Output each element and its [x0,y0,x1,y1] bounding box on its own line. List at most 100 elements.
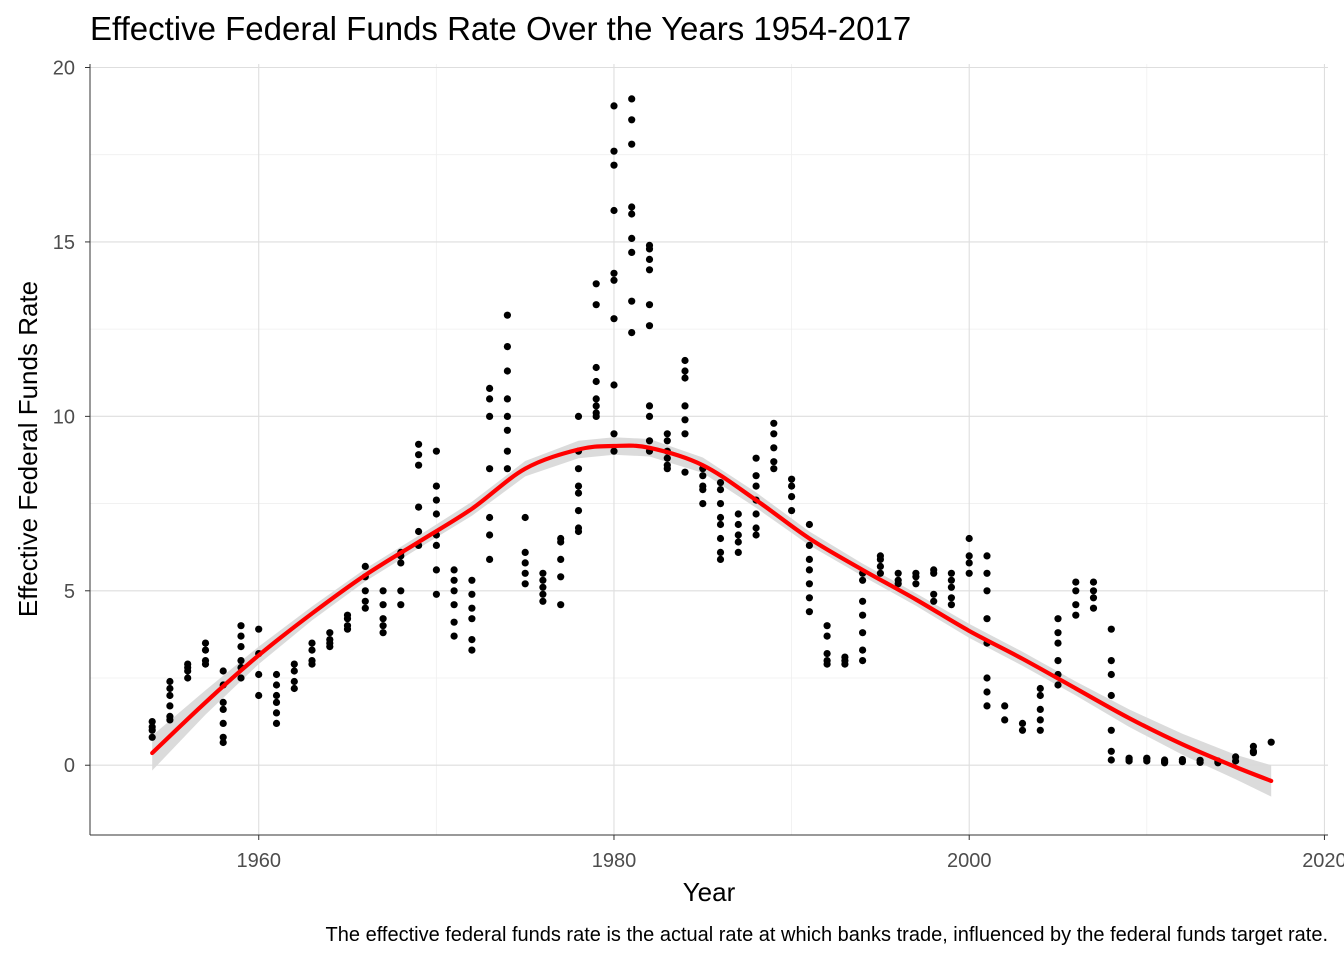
data-point [645,412,654,420]
data-point [734,548,742,557]
data-point [219,667,227,675]
data-point [947,569,956,577]
data-point [432,496,440,504]
data-point [379,601,387,609]
data-point [805,608,814,616]
data-point [432,566,440,574]
minor-gridlines [90,64,1328,835]
data-point [503,465,511,473]
data-point [983,569,991,577]
data-point [876,562,885,571]
data-point [272,719,281,728]
data-point [521,559,529,567]
data-point [486,513,494,522]
data-point [805,594,814,602]
data-point [805,566,814,574]
data-point [1036,716,1044,724]
data-point [255,625,263,633]
data-point [894,576,902,584]
data-point [379,587,387,595]
data-point [574,507,583,515]
data-point [539,569,547,577]
data-point [823,657,831,665]
data-point [628,234,636,242]
data-point [503,311,511,319]
data-point [1107,726,1115,734]
data-point [539,576,547,584]
data-point [432,482,440,490]
scatter-points [148,95,1275,767]
data-point [450,618,458,626]
data-point [219,705,227,714]
data-point [628,116,636,124]
data-point [397,559,405,567]
data-point [592,395,600,403]
data-point [805,580,814,588]
data-point [681,416,689,424]
data-point [645,241,654,249]
data-point [1054,615,1062,623]
data-point [592,363,600,372]
data-point [947,601,956,609]
data-point [272,691,281,700]
data-point [521,548,529,557]
data-point [628,248,636,256]
data-point [450,566,458,574]
data-point [148,718,156,726]
data-point [699,472,707,480]
data-point [965,552,973,560]
data-point [716,486,725,494]
x-tick-label: 2000 [947,850,992,872]
data-point [930,597,938,605]
data-point [681,356,689,365]
data-point [699,500,707,508]
data-point [592,412,600,420]
data-point [486,395,494,403]
data-point [379,615,387,623]
data-point [823,650,831,658]
data-point [166,684,174,693]
data-point [1107,657,1115,665]
data-point [983,702,991,710]
data-point [752,482,760,490]
data-point [574,465,583,473]
data-point [645,266,654,274]
data-point [521,513,529,522]
data-point [397,587,405,595]
data-point [805,520,814,529]
data-point [823,622,831,630]
data-point [716,513,725,522]
data-point [415,440,423,448]
data-point [237,657,245,665]
data-point [397,601,405,609]
data-point [166,716,174,724]
data-point [432,510,440,518]
data-point [716,534,725,543]
data-point [184,674,192,682]
data-point [1018,726,1027,734]
x-axis-ticks: 1960 1980 2000 2020 [236,835,1344,872]
data-point [912,580,920,588]
data-point [1232,753,1240,761]
data-point [255,670,263,679]
data-point [716,479,725,487]
data-point [415,527,423,536]
data-point [734,531,742,539]
data-point [166,702,174,710]
data-point [788,475,796,483]
y-axis-title: Effective Federal Funds Rate [13,281,43,617]
y-tick-label: 5 [64,581,75,603]
data-point [486,531,494,539]
data-point [592,280,600,288]
data-point [788,507,796,515]
data-point [805,541,814,550]
data-point [645,402,654,410]
data-point [628,203,636,211]
data-point [681,402,689,410]
chart-title: Effective Federal Funds Rate Over the Ye… [90,10,911,47]
data-point [486,465,494,473]
data-point [272,698,281,707]
data-point [1054,657,1062,665]
